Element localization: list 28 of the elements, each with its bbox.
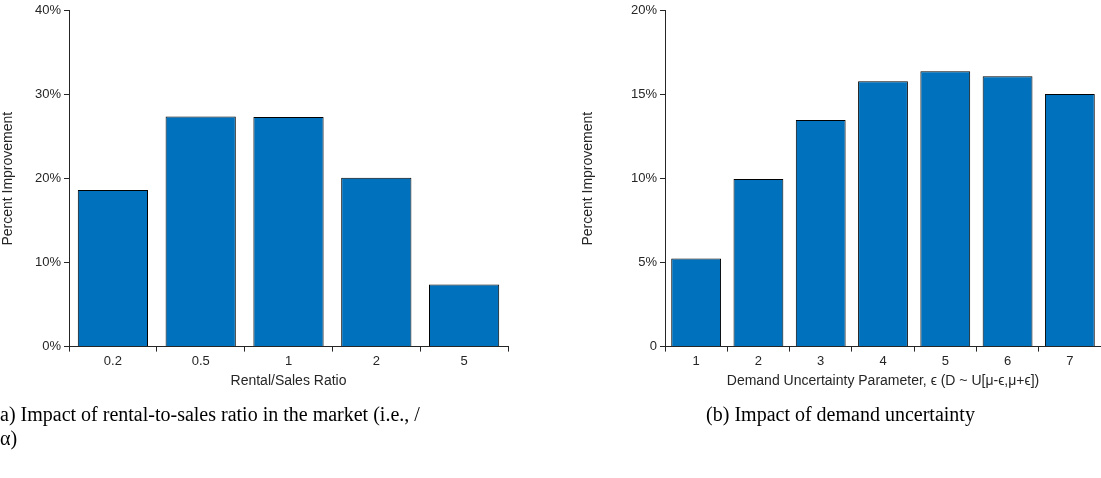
y-tick-label: 30% [34,86,62,102]
x-tick-label: 0.5 [191,352,210,368]
y-tick-label: 40% [34,2,62,18]
x-tick-label: 5 [460,352,468,368]
x-tick-label: 3 [817,352,825,368]
y-tick-label: 20% [630,2,658,18]
x-tick-label: 1 [284,352,293,368]
x-axis-title: Demand Uncertainty Parameter, ϵ (D ~ U[μ-ϵ,μ+ϵ]) [726,372,1040,389]
y-tick-label: 0 [649,338,657,354]
x-tick-label: 2 [372,352,380,368]
x-tick-label: 7 [1066,352,1074,368]
x-tick-label: 0.2 [103,352,122,368]
x-tick-label: 6 [1003,352,1012,368]
x-tick-label: 5 [941,352,949,368]
y-tick-label: 5% [638,254,658,270]
y-axis-title: Percent Improvement [0,111,16,246]
y-tick-label: 15% [630,86,658,102]
y-tick-label: 20% [34,170,62,186]
x-tick-label: 2 [754,352,763,368]
y-tick-label: 10% [34,254,62,270]
text: (b) Impact of demand uncertainty [705,402,976,426]
x-tick-label: 1 [692,352,700,368]
y-axis-title: Percent Improvement [579,111,596,246]
text: a) Impact of rental-to-sales ratio in the market (i.e., /α) [0,402,420,450]
x-axis-title: Rental/Sales Ratio [230,372,347,389]
y-tick-label: 10% [630,170,658,186]
y-tick-label: 0% [42,338,62,354]
x-tick-label: 4 [879,352,887,368]
